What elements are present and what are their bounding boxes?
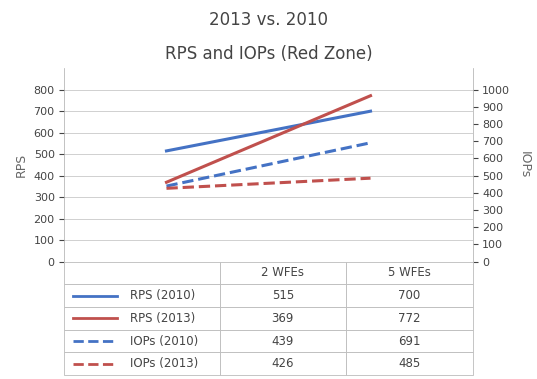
- FancyBboxPatch shape: [64, 284, 220, 307]
- FancyBboxPatch shape: [64, 307, 220, 330]
- FancyBboxPatch shape: [64, 352, 220, 375]
- FancyBboxPatch shape: [220, 284, 346, 307]
- FancyBboxPatch shape: [346, 330, 473, 352]
- Text: 5 WFEs: 5 WFEs: [388, 266, 431, 279]
- Text: IOPs (2010): IOPs (2010): [130, 335, 198, 348]
- Text: 426: 426: [272, 357, 294, 370]
- Text: IOPs (2013): IOPs (2013): [130, 357, 198, 370]
- FancyBboxPatch shape: [220, 330, 346, 352]
- Text: 369: 369: [272, 312, 294, 325]
- Text: 515: 515: [272, 289, 294, 302]
- FancyBboxPatch shape: [220, 262, 346, 284]
- Text: 2013 vs. 2010: 2013 vs. 2010: [209, 11, 328, 29]
- Y-axis label: IOPs: IOPs: [518, 151, 531, 179]
- FancyBboxPatch shape: [346, 262, 473, 284]
- FancyBboxPatch shape: [346, 284, 473, 307]
- Text: RPS and IOPs (Red Zone): RPS and IOPs (Red Zone): [165, 45, 372, 63]
- FancyBboxPatch shape: [64, 262, 220, 284]
- Text: 772: 772: [398, 312, 420, 325]
- FancyBboxPatch shape: [346, 307, 473, 330]
- Y-axis label: RPS: RPS: [15, 153, 28, 177]
- Text: RPS (2013): RPS (2013): [130, 312, 195, 325]
- Text: 691: 691: [398, 335, 420, 348]
- Text: 439: 439: [272, 335, 294, 348]
- Text: 485: 485: [398, 357, 420, 370]
- FancyBboxPatch shape: [64, 330, 220, 352]
- FancyBboxPatch shape: [220, 307, 346, 330]
- Text: RPS (2010): RPS (2010): [130, 289, 195, 302]
- Text: 2 WFEs: 2 WFEs: [262, 266, 304, 279]
- FancyBboxPatch shape: [220, 352, 346, 375]
- FancyBboxPatch shape: [346, 352, 473, 375]
- Text: 700: 700: [398, 289, 420, 302]
